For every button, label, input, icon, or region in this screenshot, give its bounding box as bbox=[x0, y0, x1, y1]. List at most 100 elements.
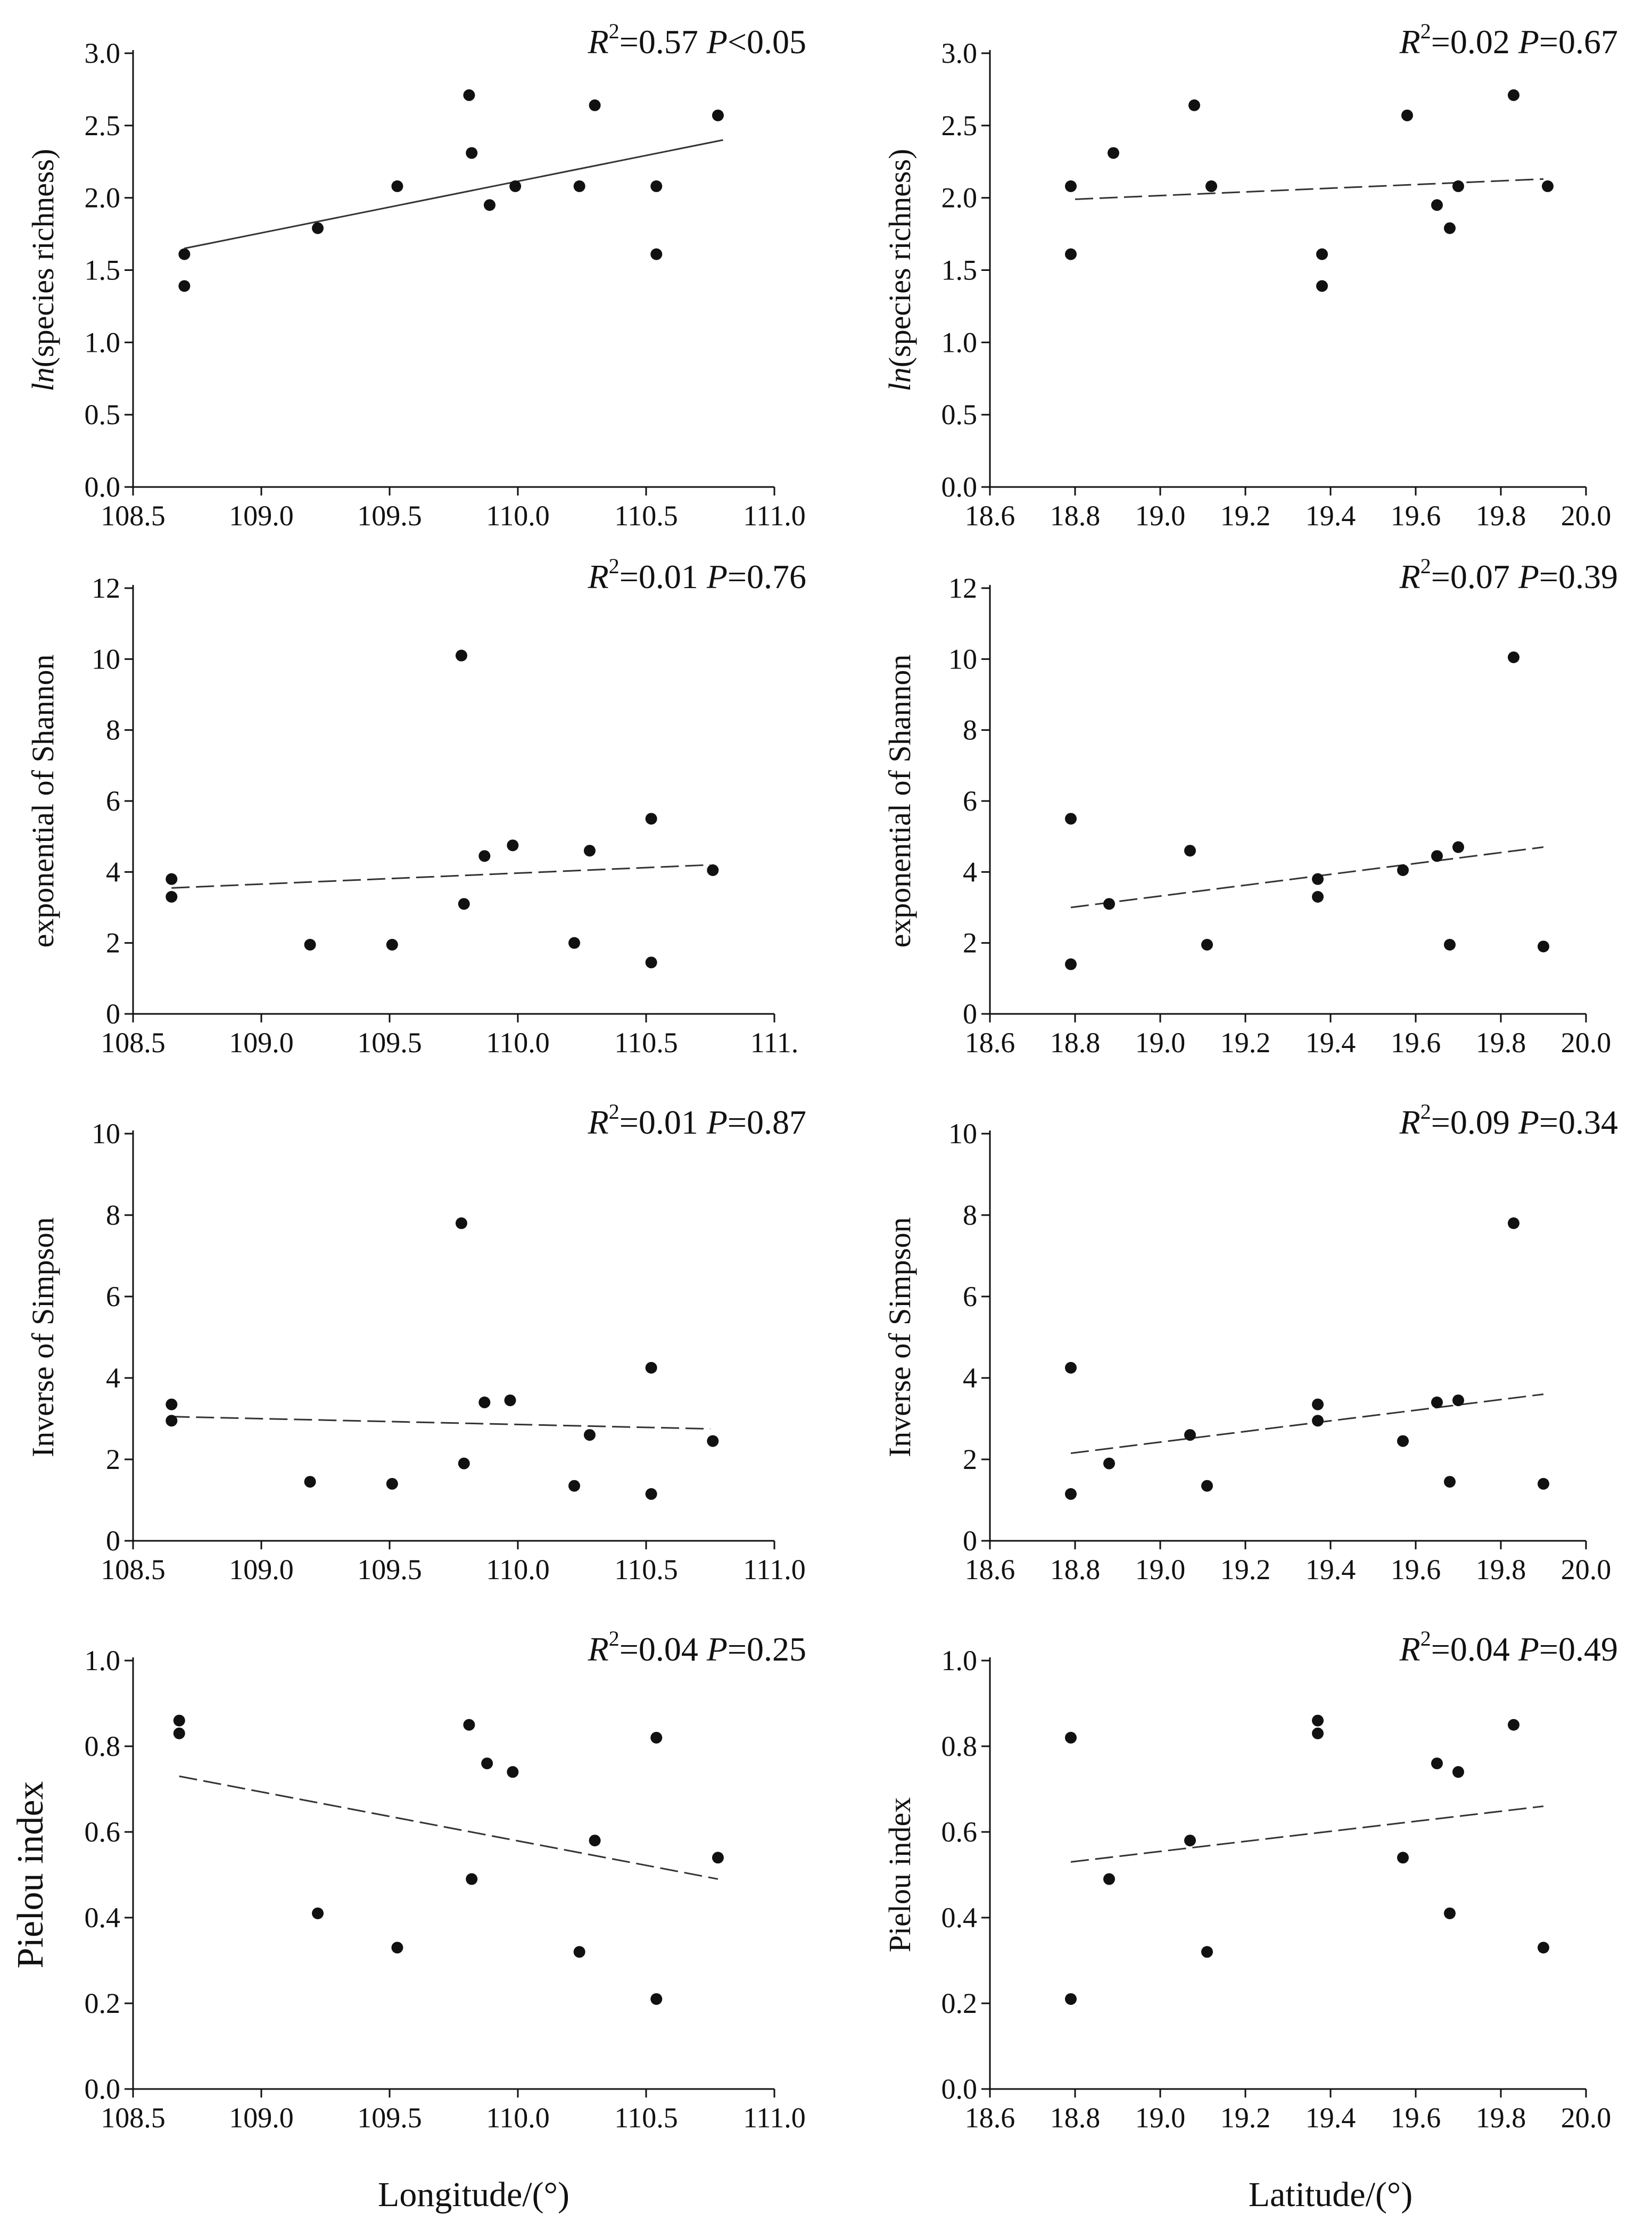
x-tick-label: 108.5 bbox=[101, 1027, 166, 1059]
data-point bbox=[707, 1435, 719, 1447]
y-tick-label: 1.0 bbox=[941, 1645, 978, 1677]
y-tick-label: 4 bbox=[963, 1362, 977, 1394]
data-point bbox=[1184, 845, 1196, 857]
y-tick-label: 2.5 bbox=[941, 110, 978, 142]
data-point bbox=[1397, 1852, 1409, 1864]
stat-r2-value: =0.04 bbox=[1431, 1630, 1518, 1668]
stat-r: R bbox=[588, 558, 609, 596]
data-point bbox=[1431, 1757, 1443, 1770]
data-point bbox=[589, 99, 601, 111]
stat-p: P bbox=[1518, 1630, 1539, 1668]
x-tick-label: 109.0 bbox=[229, 2102, 294, 2134]
data-point bbox=[455, 1217, 467, 1229]
data-point bbox=[504, 1394, 516, 1407]
data-point bbox=[178, 248, 191, 260]
y-tick-label: 2 bbox=[106, 927, 120, 959]
x-tick-label: 109.5 bbox=[357, 2102, 422, 2134]
data-point bbox=[1401, 109, 1413, 121]
x-tick-label: 18.8 bbox=[1050, 1027, 1101, 1059]
stat-annotation: R2=0.04 P=0.49 bbox=[1399, 1626, 1618, 1668]
stat-p-value: =0.67 bbox=[1539, 23, 1618, 61]
data-point bbox=[1508, 651, 1519, 663]
data-point bbox=[173, 1714, 185, 1727]
data-point bbox=[568, 1480, 581, 1492]
x-tick-label: 108.5 bbox=[101, 1554, 166, 1586]
x-tick-label: 109.5 bbox=[357, 500, 422, 532]
x-tick-label: 19.0 bbox=[1135, 1027, 1186, 1059]
stat-r2-value: =0.01 bbox=[620, 1103, 707, 1141]
data-point bbox=[1065, 248, 1077, 260]
x-tick-label: 20.0 bbox=[1561, 1027, 1612, 1059]
data-point bbox=[458, 898, 470, 910]
y-tick-label: 0.6 bbox=[85, 1816, 121, 1848]
y-axis-label-text: (species richness) bbox=[882, 149, 917, 368]
panel-lon-pielou: 0.0 0.2 0.4 0.6 0.8 1.0 108.5 109.0 109.5 110.0 11… bbox=[10, 1626, 806, 2134]
y-tick-label: 0 bbox=[106, 998, 120, 1030]
x-tick-label: 18.8 bbox=[1050, 2102, 1101, 2134]
data-point bbox=[391, 180, 403, 192]
data-point bbox=[391, 1942, 403, 1954]
panel-lat-richness: 0.0 0.5 1.0 1.5 2.0 2.5 3.0 18.6 18.8 19.0 19.2 19.… bbox=[882, 19, 1618, 532]
panels: 0.0 0.5 1.0 1.5 2.0 2.5 3.0 108.5 109.0 109.5 110.… bbox=[10, 19, 1618, 2134]
data-point bbox=[1103, 1457, 1115, 1469]
stat-r2-value: =0.01 bbox=[620, 558, 707, 596]
data-point bbox=[1205, 180, 1217, 192]
data-point bbox=[573, 1946, 585, 1958]
x-tick-label: 110.0 bbox=[486, 500, 550, 532]
stat-p: P bbox=[706, 1103, 728, 1141]
y-axis-label-text: (species richness) bbox=[26, 149, 60, 368]
stat-p-value: =0.76 bbox=[728, 558, 806, 596]
x-tick-label: 110.5 bbox=[614, 1027, 678, 1059]
stat-p: P bbox=[706, 1630, 728, 1668]
data-point bbox=[478, 850, 491, 862]
data-point bbox=[1538, 940, 1549, 953]
data-point bbox=[466, 1873, 478, 1885]
data-point bbox=[455, 649, 467, 662]
stat-r: R bbox=[1399, 1103, 1420, 1141]
data-point bbox=[1397, 864, 1409, 876]
stat-p: P bbox=[1518, 558, 1539, 596]
x-tick-label: 111.0 bbox=[743, 2102, 806, 2134]
stat-p-value: =0.87 bbox=[728, 1103, 806, 1141]
stat-annotation: R2=0.01 P=0.76 bbox=[588, 554, 806, 596]
x-tick-label: 18.6 bbox=[965, 1027, 1015, 1059]
y-tick-label: 8 bbox=[963, 1199, 977, 1231]
y-tick-label: 0.8 bbox=[941, 1730, 978, 1762]
data-point bbox=[1312, 873, 1324, 885]
x-tick-label: 18.6 bbox=[965, 2102, 1015, 2134]
x-tick-label: 110.0 bbox=[486, 2102, 550, 2134]
y-tick-label: 10 bbox=[92, 643, 120, 675]
x-tick-label: 20.0 bbox=[1561, 500, 1612, 532]
data-point bbox=[1452, 1394, 1464, 1407]
x-tick-label: 19.4 bbox=[1306, 1027, 1356, 1059]
y-tick-label: 1.5 bbox=[85, 254, 121, 286]
stat-p: P bbox=[1518, 23, 1539, 61]
data-point bbox=[304, 939, 316, 951]
data-point bbox=[1188, 99, 1200, 111]
x-axis-title-longitude: Longitude/(°) bbox=[378, 2175, 569, 2214]
stat-annotation: R2=0.01 P=0.87 bbox=[588, 1100, 806, 1141]
y-tick-label: 6 bbox=[106, 785, 120, 817]
stat-r-superscript: 2 bbox=[1420, 19, 1431, 43]
data-point bbox=[1201, 1946, 1213, 1958]
x-tick-label: 19.0 bbox=[1135, 2102, 1186, 2134]
panel-lat-shannon: 0 2 4 6 8 10 12 18.6 18.8 19.0 19.2 19.4 19.6 19.8 20.… bbox=[882, 554, 1618, 1059]
x-tick-label: 109.5 bbox=[357, 1554, 422, 1586]
x-tick-label: 110.0 bbox=[486, 1027, 550, 1059]
x-tick-label: 19.6 bbox=[1391, 2102, 1441, 2134]
y-tick-label: 3.0 bbox=[941, 37, 978, 69]
stat-r-superscript: 2 bbox=[609, 1626, 620, 1650]
data-point bbox=[481, 1757, 493, 1770]
stat-p-value: =0.49 bbox=[1539, 1630, 1618, 1668]
x-tick-label: 110.5 bbox=[614, 500, 678, 532]
y-tick-label: 0 bbox=[963, 1525, 977, 1557]
x-tick-label: 111. bbox=[750, 1027, 799, 1059]
stat-r2-value: =0.04 bbox=[620, 1630, 707, 1668]
stat-r-superscript: 2 bbox=[609, 1100, 620, 1124]
data-point bbox=[1103, 898, 1115, 910]
stat-p-value: <0.05 bbox=[728, 23, 806, 61]
trend-line bbox=[179, 1775, 718, 1880]
x-axis-title-latitude: Latitude/(°) bbox=[1249, 2175, 1413, 2214]
y-tick-label: 0.5 bbox=[941, 399, 978, 431]
